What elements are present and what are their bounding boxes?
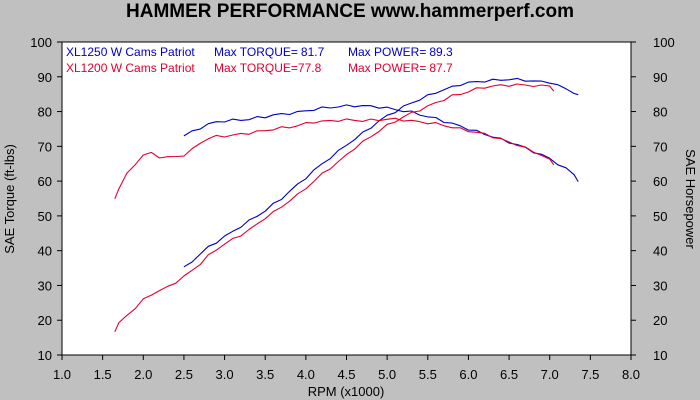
y-tick-label-right: 40 <box>653 244 667 259</box>
legend-max-torque-label: Max TORQUE= <box>214 45 298 59</box>
y-tick-label-left: 10 <box>38 348 52 363</box>
y-tick-label-left: 20 <box>38 313 52 328</box>
legend-max-power: Max POWER= 89.3 <box>348 45 453 59</box>
y-axis-left: 10 20 30 40 50 60 70 80 90 100 <box>30 35 62 363</box>
y-tick-label-right: 80 <box>653 105 667 120</box>
legend-max-power-label: Max POWER= <box>348 45 426 59</box>
y-tick-label-left: 50 <box>38 209 52 224</box>
y-tick-label-left: 40 <box>38 244 52 259</box>
x-tick-label: 2.5 <box>175 367 193 382</box>
x-tick-label: 8.0 <box>622 367 640 382</box>
legend-max-power-label: Max POWER= <box>348 61 426 75</box>
series-line-power <box>183 77 579 268</box>
y-tick-label-right: 10 <box>653 348 667 363</box>
x-tick-label: 2.0 <box>134 367 152 382</box>
legend-max-power-value: 89.3 <box>429 45 453 59</box>
x-tick-label: 1.0 <box>53 367 71 382</box>
y-tick-label-left: 80 <box>38 105 52 120</box>
x-tick-label: 7.0 <box>541 367 559 382</box>
x-tick-label: 4.5 <box>337 367 355 382</box>
y-tick-label-left: 100 <box>30 35 52 50</box>
series-line-torque <box>183 104 579 182</box>
legend-max-torque-value: 81.7 <box>301 45 325 59</box>
x-tick-label: 7.5 <box>581 367 599 382</box>
y-tick-label-right: 70 <box>653 139 667 154</box>
y-axis-right: 10 20 30 40 50 60 70 80 90 100 <box>631 35 675 363</box>
legend: XL1250 W Cams Patriot Max TORQUE= 81.7 Ma… <box>66 45 453 75</box>
x-axis-label: RPM (x1000) <box>308 384 385 399</box>
y-axis-label-right: SAE Horsepower <box>683 149 698 249</box>
legend-series-name: XL1200 W Cams Patriot <box>66 61 195 75</box>
y-tick-label-left: 90 <box>38 70 52 85</box>
legend-max-torque: Max TORQUE= 81.7 <box>214 45 325 59</box>
y-tick-label-left: 70 <box>38 139 52 154</box>
x-tick-label: 6.5 <box>500 367 518 382</box>
y-axis-label-left: SAE Torque (ft-lbs) <box>2 144 17 254</box>
y-tick-label-right: 30 <box>653 278 667 293</box>
series-layer <box>114 77 579 333</box>
legend-series-name: XL1250 W Cams Patriot <box>66 45 195 59</box>
legend-max-torque-value: 77.8 <box>298 61 322 75</box>
y-tick-label-right: 60 <box>653 174 667 189</box>
x-tick-label: 1.5 <box>94 367 112 382</box>
legend-max-power: Max POWER= 87.7 <box>348 61 453 75</box>
x-tick-label: 5.0 <box>378 367 396 382</box>
y-tick-label-right: 20 <box>653 313 667 328</box>
y-tick-label-left: 30 <box>38 278 52 293</box>
y-tick-label-left: 60 <box>38 174 52 189</box>
legend-max-torque-label: Max TORQUE= <box>214 61 298 75</box>
x-tick-label: 5.5 <box>419 367 437 382</box>
y-tick-label-right: 90 <box>653 70 667 85</box>
x-tick-label: 3.0 <box>216 367 234 382</box>
series-line-power <box>114 83 555 333</box>
x-tick-label: 3.5 <box>256 367 274 382</box>
legend-max-power-value: 87.7 <box>429 61 453 75</box>
legend-max-torque: Max TORQUE=77.8 <box>214 61 322 75</box>
series-line-torque <box>114 117 555 200</box>
chart-title: HAMMER PERFORMANCE www.hammerperf.com <box>126 1 574 22</box>
x-tick-label: 4.0 <box>297 367 315 382</box>
y-tick-label-right: 100 <box>653 35 675 50</box>
plot-area <box>61 41 632 356</box>
y-tick-label-right: 50 <box>653 209 667 224</box>
x-axis: 1.0 1.5 2.0 2.5 3.0 3.5 4.0 4.5 5.0 5.5 6.0 6.5 7.0 7… <box>53 355 640 382</box>
x-tick-label: 6.0 <box>459 367 477 382</box>
